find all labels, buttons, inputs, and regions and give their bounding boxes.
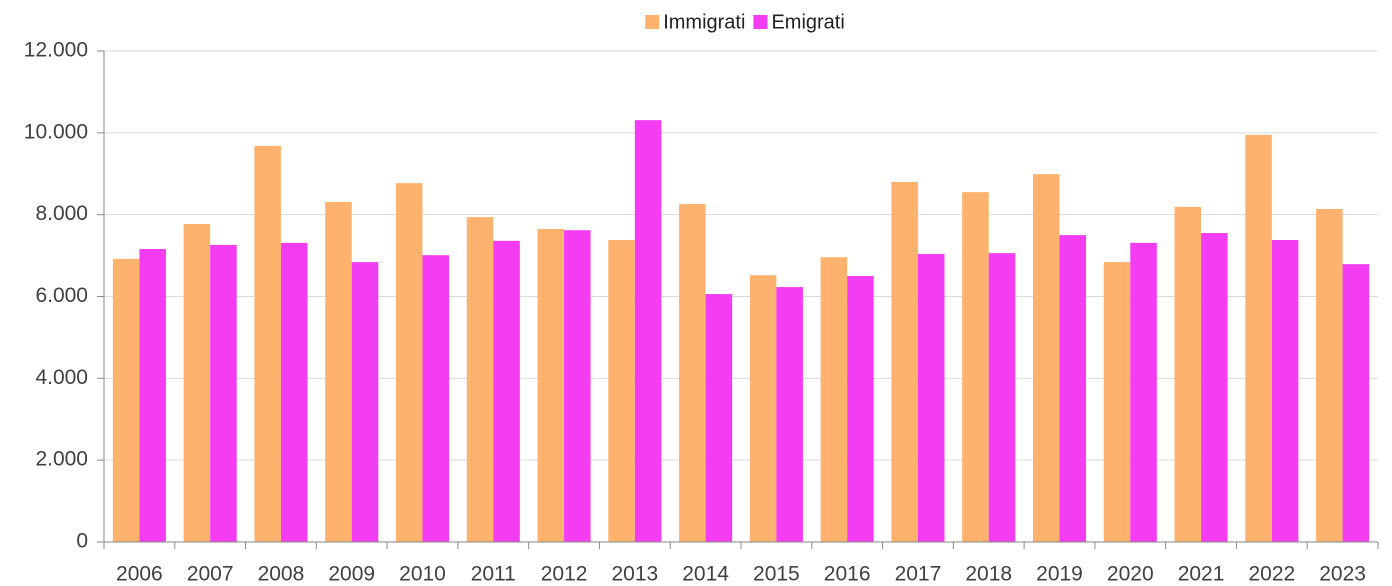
bar — [705, 294, 733, 542]
bar — [917, 253, 945, 543]
bar — [210, 244, 237, 542]
x-tick-label: 2022 — [1248, 563, 1295, 586]
x-tick-label: 2014 — [682, 563, 729, 586]
legend-swatch — [753, 15, 768, 29]
bar — [634, 120, 662, 542]
y-tick-label: 10.000 — [24, 120, 88, 143]
bar — [847, 276, 874, 542]
bar — [564, 230, 591, 542]
bar — [395, 183, 423, 542]
x-tick-label: 2010 — [399, 563, 446, 586]
x-tick-label: 2019 — [1036, 563, 1083, 586]
x-tick-label: 2012 — [541, 563, 588, 586]
bar — [1245, 134, 1272, 543]
bar — [891, 181, 918, 542]
bar — [1103, 262, 1131, 542]
bar — [1059, 235, 1087, 542]
bar — [183, 224, 211, 542]
y-tick-label: 2.000 — [35, 448, 88, 471]
bar — [422, 255, 450, 542]
x-tick-label: 2020 — [1107, 563, 1154, 586]
bar — [1271, 240, 1299, 542]
bar — [608, 240, 635, 542]
x-tick-label: 2013 — [611, 563, 658, 586]
bar — [1342, 264, 1370, 542]
x-tick-label: 2017 — [895, 563, 942, 586]
bar — [820, 257, 848, 542]
bar — [988, 253, 1016, 542]
x-tick-label: 2018 — [965, 563, 1012, 586]
x-tick-label: 2011 — [471, 563, 516, 586]
legend-label: Immigrati — [663, 11, 745, 33]
legend-label: Emigrati — [771, 11, 844, 33]
bar — [254, 145, 281, 542]
x-tick-label: 2015 — [753, 563, 800, 586]
x-tick-label: 2009 — [328, 563, 375, 586]
legend-swatch — [645, 15, 660, 29]
bar — [112, 258, 140, 542]
x-tick-label: 2016 — [824, 563, 871, 586]
bar — [1174, 206, 1202, 542]
bar — [139, 249, 166, 542]
bar — [466, 217, 494, 542]
x-tick-label: 2023 — [1319, 563, 1366, 586]
x-tick-label: 2008 — [258, 563, 305, 586]
bar — [962, 192, 989, 542]
bar — [493, 240, 520, 542]
x-tick-label: 2021 — [1178, 563, 1225, 586]
bar — [679, 204, 706, 543]
bar — [749, 275, 777, 542]
y-tick-label: 6.000 — [35, 284, 88, 307]
y-tick-label: 8.000 — [35, 202, 88, 225]
x-tick-label: 2007 — [187, 563, 234, 586]
bar — [1130, 242, 1157, 542]
x-tick-label: 2006 — [116, 563, 163, 586]
bar — [351, 262, 379, 542]
bar — [537, 228, 565, 543]
bar — [1316, 208, 1343, 542]
bar — [1201, 233, 1228, 542]
bar — [1032, 174, 1060, 542]
bar — [776, 287, 803, 542]
y-tick-label: 0 — [76, 530, 88, 553]
y-tick-label: 4.000 — [35, 366, 88, 389]
y-tick-label: 12.000 — [24, 39, 88, 62]
bar — [325, 201, 352, 543]
bar — [280, 242, 308, 542]
